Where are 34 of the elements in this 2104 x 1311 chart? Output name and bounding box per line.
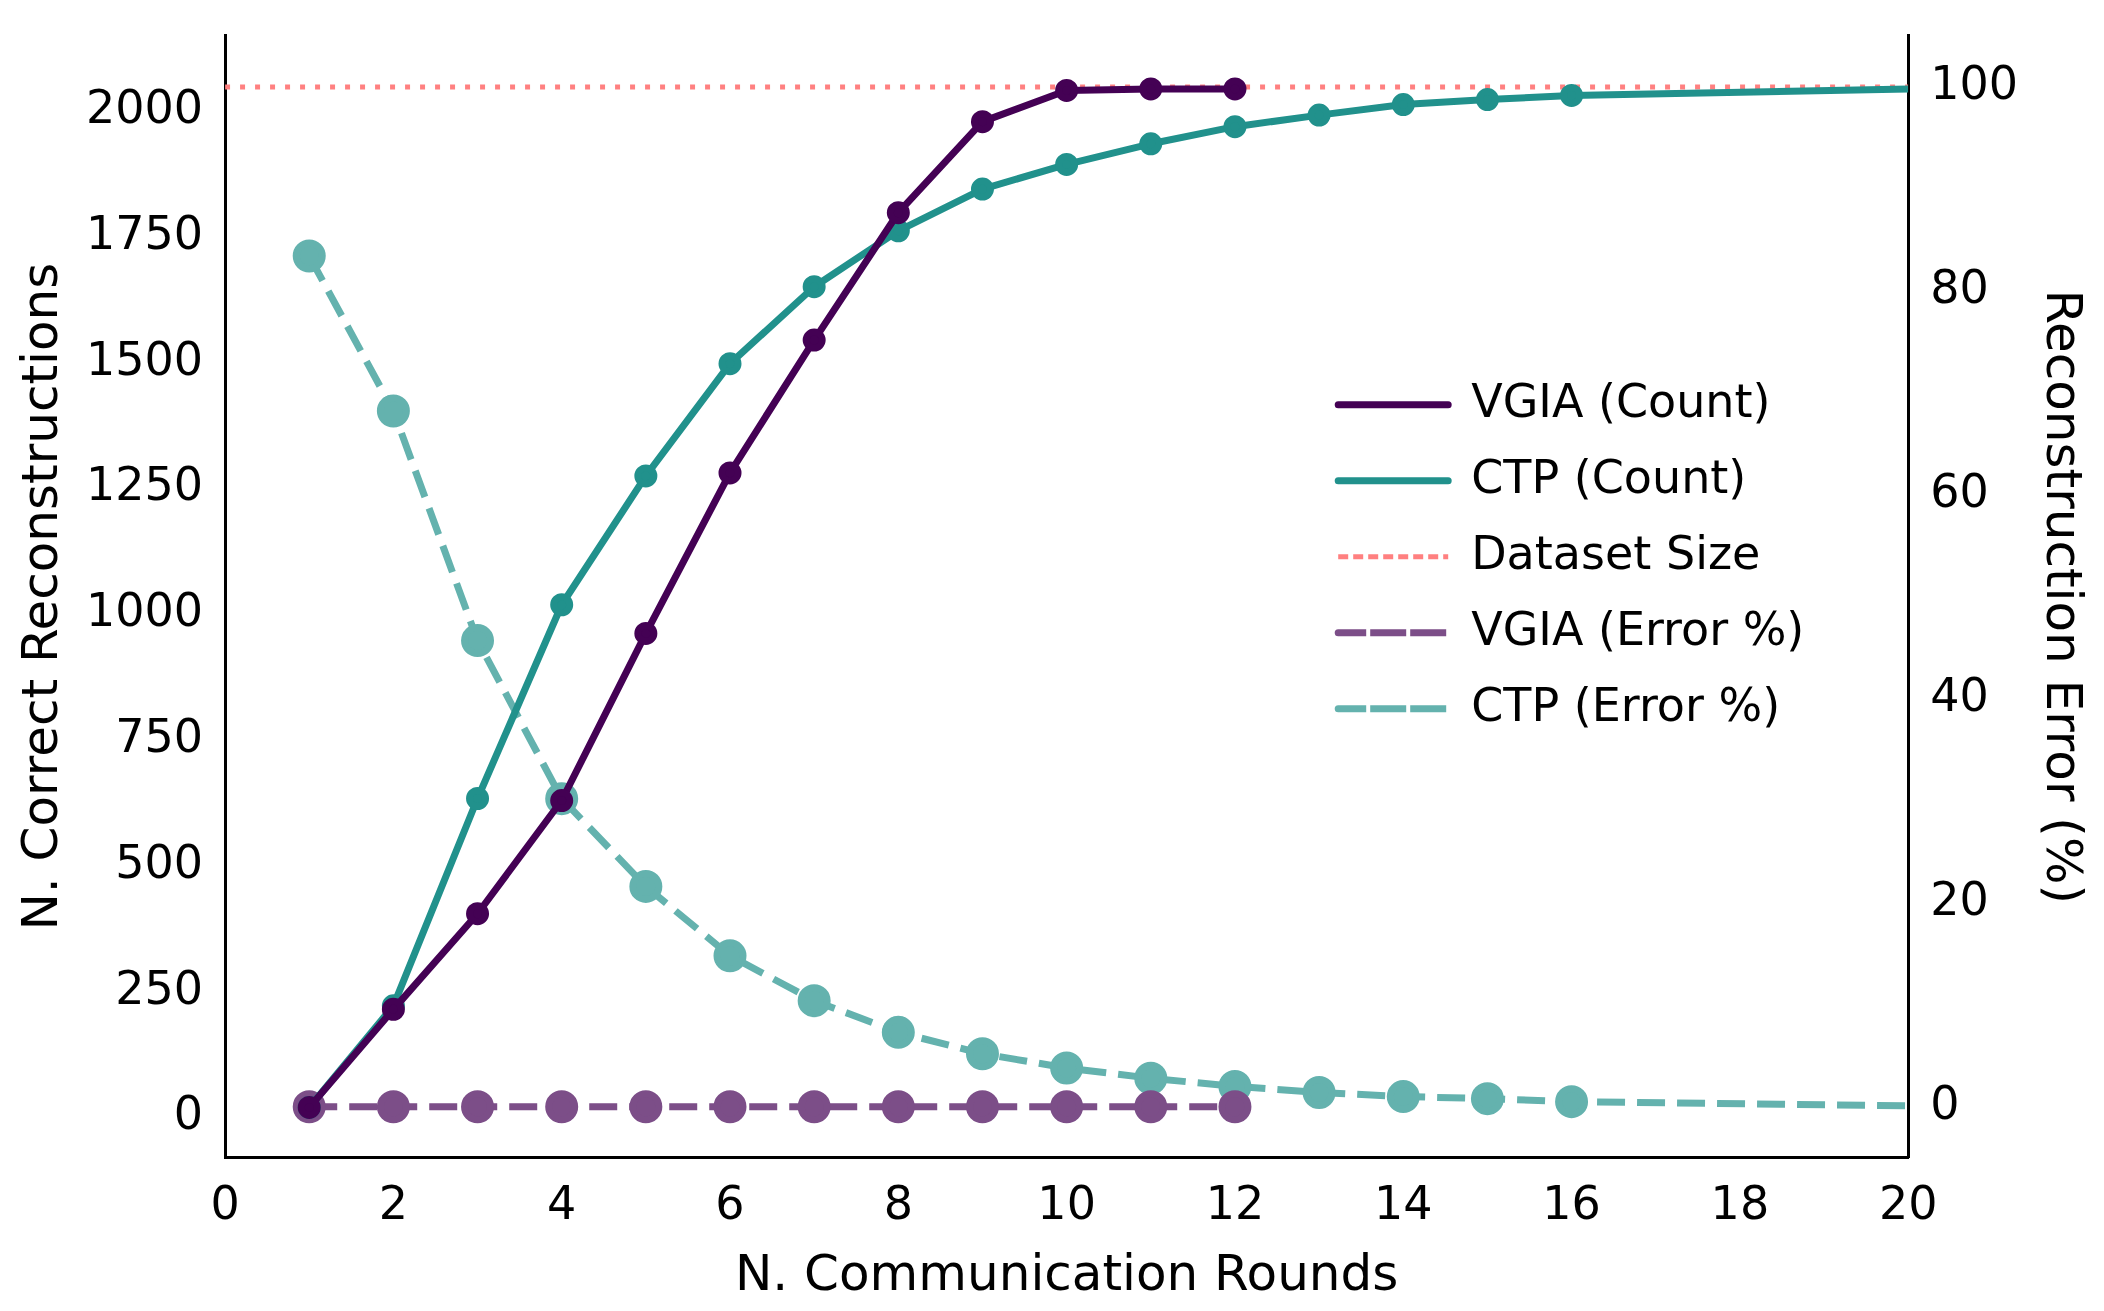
legend-label: CTP (Error %) bbox=[1471, 677, 1781, 732]
y-tick-label: 2000 bbox=[85, 80, 204, 135]
legend-label: VGIA (Count) bbox=[1471, 373, 1771, 428]
y-tick-label: 1500 bbox=[85, 331, 204, 386]
x-tick-label: 6 bbox=[715, 1176, 745, 1231]
y2-tick-label: 80 bbox=[1930, 259, 1989, 314]
x-tick-label: 4 bbox=[547, 1176, 577, 1231]
y-axis-title: N. Correct Reconstructions bbox=[10, 262, 69, 931]
y-tick-label: 1000 bbox=[85, 583, 204, 638]
y-tick-label: 250 bbox=[115, 960, 204, 1015]
x-tick-label: 2 bbox=[378, 1176, 409, 1231]
y-tick-label: 0 bbox=[173, 1086, 204, 1141]
y-tick-label: 1750 bbox=[85, 205, 204, 260]
y2-tick-label: 40 bbox=[1930, 667, 1989, 722]
legend-label: VGIA (Error %) bbox=[1471, 601, 1805, 656]
x-tick-label: 18 bbox=[1710, 1176, 1770, 1231]
y-tick-label: 500 bbox=[115, 834, 204, 889]
x-tick-label: 16 bbox=[1542, 1176, 1601, 1231]
y2-axis-title: Reconstruction Error (%) bbox=[2035, 289, 2094, 904]
y-tick-label: 1250 bbox=[85, 457, 204, 512]
legend-label: Dataset Size bbox=[1471, 525, 1761, 580]
x-tick-label: 14 bbox=[1373, 1176, 1433, 1231]
x-tick-label: 8 bbox=[883, 1176, 913, 1231]
y2-tick-label: 0 bbox=[1930, 1075, 1960, 1130]
x-tick-label: 20 bbox=[1878, 1176, 1938, 1231]
y2-tick-label: 60 bbox=[1930, 463, 1989, 518]
y-tick-label: 750 bbox=[115, 709, 204, 764]
x-tick-label: 10 bbox=[1037, 1176, 1096, 1231]
x-tick-label: 0 bbox=[210, 1176, 240, 1231]
y2-tick-label: 20 bbox=[1930, 871, 1989, 926]
y2-tick-label: 100 bbox=[1930, 55, 2019, 110]
x-tick-label: 12 bbox=[1205, 1176, 1265, 1231]
x-axis-title: N. Communication Rounds bbox=[734, 1243, 1399, 1302]
legend-label: CTP (Count) bbox=[1471, 449, 1747, 504]
